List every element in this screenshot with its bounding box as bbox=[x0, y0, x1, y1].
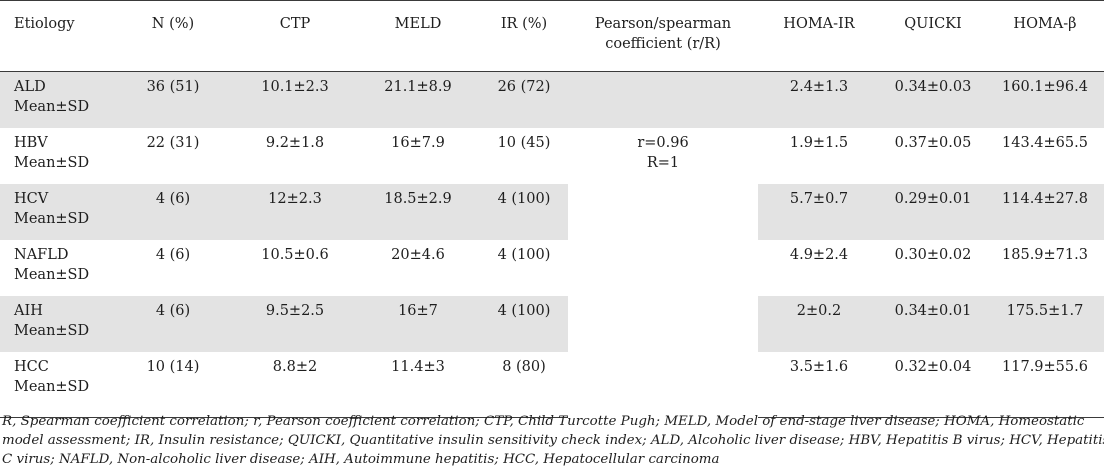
homa-ir-cell: 2.4±1.3 bbox=[758, 71, 880, 128]
header-homa-b: HOMA-β bbox=[986, 0, 1104, 72]
header-etiology: Etiology bbox=[0, 0, 112, 72]
etiology-name: HCV bbox=[14, 190, 49, 207]
header-ir: IR (%) bbox=[480, 0, 568, 72]
homa-b-cell: 175.5±1.7 bbox=[986, 295, 1104, 352]
ctp-cell: 12±2.3 bbox=[234, 183, 356, 240]
mean-sd-label: Mean±SD bbox=[14, 322, 90, 339]
table-row: ALD Mean±SD 36 (51) 10.1±2.3 21.1±8.9 26 … bbox=[0, 71, 1104, 128]
ctp-cell: 10.5±0.6 bbox=[261, 246, 329, 263]
etiology-name: ALD bbox=[14, 79, 46, 95]
homa-ir-cell: 1.9±1.5 bbox=[789, 134, 849, 151]
quicki-cell: 0.30±0.02 bbox=[894, 246, 972, 263]
header-meld: MELD bbox=[356, 0, 480, 72]
ir-cell: 4 (100) bbox=[480, 183, 568, 240]
n-cell: 4 (6) bbox=[112, 295, 234, 352]
quicki-cell: 0.37±0.05 bbox=[894, 134, 972, 151]
meld-cell: 16±7 bbox=[356, 295, 480, 352]
etiology-cell: ALD Mean±SD bbox=[0, 71, 112, 128]
meld-cell: 20±4.6 bbox=[391, 246, 445, 263]
mean-sd-label: Mean±SD bbox=[14, 378, 90, 395]
homa-b-cell: 117.9±55.6 bbox=[986, 351, 1104, 418]
etiology-cell: AIH Mean±SD bbox=[0, 295, 112, 352]
header-quicki: QUICKI bbox=[880, 0, 986, 72]
ir-cell: 8 (80) bbox=[480, 351, 568, 418]
homa-b-cell: 143.4±65.5 bbox=[1002, 134, 1088, 151]
header-row: Etiology N (%) CTP MELD IR (%) Pearson/s… bbox=[0, 0, 1104, 72]
header-coefficient: Pearson/spearman coefficient (r/R) bbox=[568, 0, 758, 72]
homa-b-cell: 114.4±27.8 bbox=[986, 183, 1104, 240]
quicki-cell: 0.34±0.03 bbox=[880, 71, 986, 128]
quicki-cell: 0.29±0.01 bbox=[880, 183, 986, 240]
pearson-r: r=0.96 bbox=[637, 134, 689, 151]
mean-sd-label: Mean±SD bbox=[14, 99, 90, 115]
homa-ir-cell: 3.5±1.6 bbox=[758, 351, 880, 418]
n-cell: 36 (51) bbox=[112, 71, 234, 128]
table-row: AIH Mean±SD 4 (6) 9.5±2.5 16±7 4 (100) 2±… bbox=[0, 295, 1104, 352]
ir-cell: 4 (100) bbox=[480, 295, 568, 352]
etiology-cell: NAFLD Mean±SD bbox=[0, 240, 112, 296]
coefficient-cell: r=0.96 R=1 bbox=[568, 127, 758, 417]
coefficient-cell-top bbox=[568, 71, 758, 128]
ctp-cell: 8.8±2 bbox=[234, 351, 356, 418]
quicki-cell: 0.32±0.04 bbox=[880, 351, 986, 418]
etiology-cell: HCC Mean±SD bbox=[0, 351, 112, 418]
header-n: N (%) bbox=[112, 0, 234, 72]
homa-b-cell: 185.9±71.3 bbox=[1002, 246, 1088, 263]
mean-sd-label: Mean±SD bbox=[14, 154, 90, 171]
table-footnote: R, Spearman coefficient correlation; r, … bbox=[2, 412, 1104, 469]
meld-cell: 11.4±3 bbox=[356, 351, 480, 418]
etiology-name: NAFLD bbox=[14, 246, 69, 263]
etiology-name: HCC bbox=[14, 358, 49, 375]
header-homa-ir: HOMA-IR bbox=[758, 0, 880, 72]
homa-b-cell: 160.1±96.4 bbox=[986, 71, 1104, 128]
meld-cell: 16±7.9 bbox=[391, 134, 445, 151]
table-row: HBV Mean±SD 22 (31) 9.2±1.8 16±7.9 10 (45… bbox=[0, 127, 1104, 417]
quicki-cell: 0.34±0.01 bbox=[880, 295, 986, 352]
homa-ir-cell: 5.7±0.7 bbox=[758, 183, 880, 240]
n-cell: 4 (6) bbox=[112, 183, 234, 240]
ir-cell: 10 (45) bbox=[497, 134, 551, 151]
mean-sd-label: Mean±SD bbox=[14, 266, 90, 283]
n-cell: 10 (14) bbox=[112, 351, 234, 418]
table-row: HCV Mean±SD 4 (6) 12±2.3 18.5±2.9 4 (100)… bbox=[0, 183, 1104, 240]
ir-cell: 26 (72) bbox=[480, 71, 568, 128]
homa-ir-cell: 4.9±2.4 bbox=[789, 246, 849, 263]
footnote-line: C virus; NAFLD, Non-alcoholic liver dise… bbox=[2, 452, 720, 467]
ctp-cell: 10.1±2.3 bbox=[234, 71, 356, 128]
spearman-r: R=1 bbox=[646, 154, 680, 171]
table-row: NAFLD Mean±SD 4 (6) 10.5±0.6 20±4.6 4 (10… bbox=[0, 240, 1104, 296]
n-cell: 4 (6) bbox=[155, 246, 191, 263]
etiology-cell: HBV Mean±SD bbox=[0, 128, 112, 184]
meld-cell: 21.1±8.9 bbox=[356, 71, 480, 128]
ctp-cell: 9.2±1.8 bbox=[265, 134, 325, 151]
n-cell: 22 (31) bbox=[146, 134, 200, 151]
mean-sd-label: Mean±SD bbox=[14, 210, 90, 227]
homa-ir-cell: 2±0.2 bbox=[758, 295, 880, 352]
etiology-cell: HCV Mean±SD bbox=[0, 183, 112, 240]
footnote-line: model assessment; IR, Insulin resistance… bbox=[2, 433, 1104, 448]
etiology-name: HBV bbox=[14, 134, 48, 151]
header-ctp: CTP bbox=[234, 0, 356, 72]
ir-cell: 4 (100) bbox=[497, 246, 551, 263]
meld-cell: 18.5±2.9 bbox=[356, 183, 480, 240]
table-row: HCC Mean±SD 10 (14) 8.8±2 11.4±3 8 (80) 3… bbox=[0, 351, 1104, 418]
etiology-table: Etiology N (%) CTP MELD IR (%) Pearson/s… bbox=[0, 0, 1104, 418]
footnote-line: R, Spearman coefficient correlation; r, … bbox=[2, 414, 1085, 429]
ctp-cell: 9.5±2.5 bbox=[234, 295, 356, 352]
etiology-name: AIH bbox=[14, 302, 43, 319]
